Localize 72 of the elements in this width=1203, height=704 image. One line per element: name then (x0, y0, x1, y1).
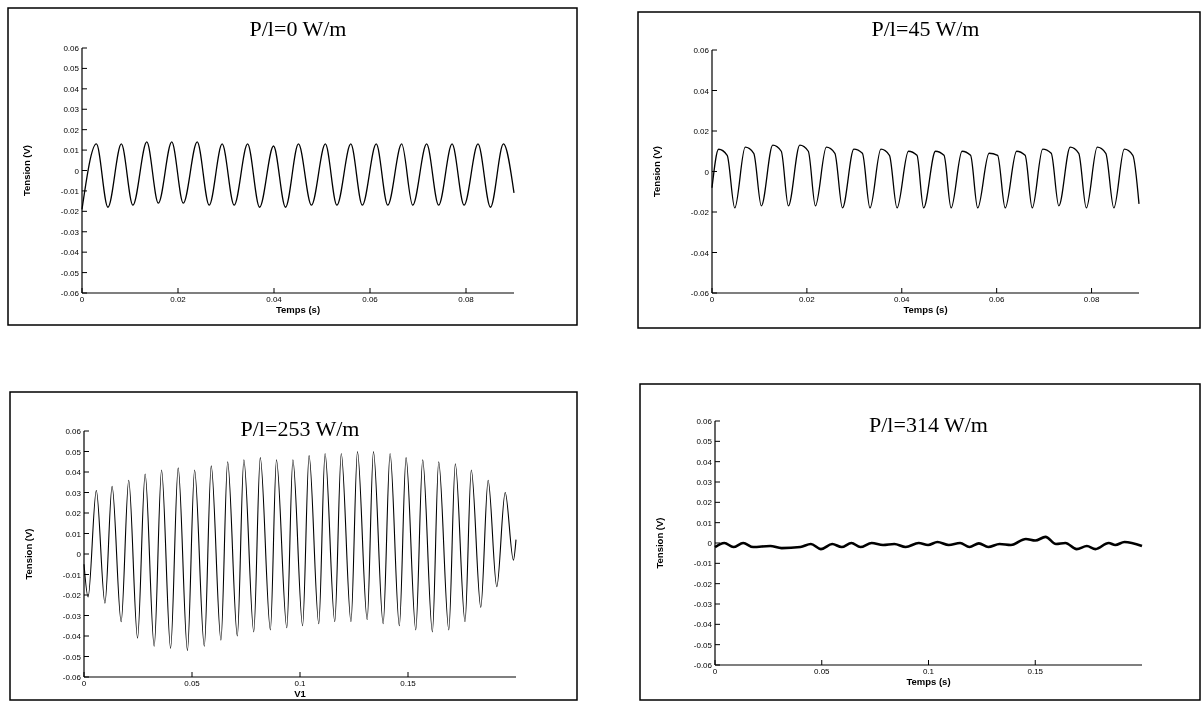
y-tick-label: -0.03 (60, 227, 80, 237)
x-tick-label: 0.15 (400, 679, 417, 688)
y-tick-label: 0.03 (63, 105, 80, 115)
y-tick-label: 0 (74, 166, 80, 176)
y-tick-label: -0.01 (693, 559, 713, 569)
x-tick-label: 0.08 (1083, 295, 1100, 304)
y-tick-label: -0.04 (62, 632, 82, 641)
chart-title: P/l=253 W/m (240, 416, 360, 441)
chart-title: P/l=314 W/m (869, 412, 988, 437)
y-tick-label: 0.05 (65, 447, 82, 457)
chart-title: P/l=45 W/m (871, 16, 980, 41)
x-tick-label: 0.15 (1027, 667, 1044, 676)
x-axis-title: Temps (s) (903, 304, 948, 315)
y-tick-label: -0.05 (693, 640, 713, 650)
y-tick-label: -0.04 (60, 248, 80, 258)
y-tick-label: -0.02 (693, 579, 713, 589)
y-axis-title: Tension (V) (23, 528, 34, 580)
y-tick-label: 0.05 (696, 437, 713, 447)
y-tick-label: 0.04 (65, 468, 82, 477)
y-tick-label: 0.06 (65, 427, 82, 436)
x-axis-title: Temps (s) (275, 304, 321, 315)
y-tick-label: -0.01 (62, 570, 82, 580)
x-tick-label: 0.06 (988, 295, 1005, 304)
x-tick-label: 0.08 (458, 295, 475, 304)
y-tick-label: -0.05 (62, 652, 82, 662)
x-tick-label: 0.1 (294, 679, 307, 688)
y-tick-label: 0.05 (63, 64, 80, 74)
y-tick-label: 0.04 (63, 84, 80, 94)
x-tick-label: 0.04 (266, 295, 283, 304)
x-tick-label: 0.02 (799, 295, 816, 304)
y-tick-label: 0.02 (65, 509, 82, 518)
y-tick-label: 0.01 (65, 529, 82, 539)
x-tick-label: 0.06 (362, 295, 379, 304)
y-tick-label: -0.04 (693, 620, 713, 630)
y-tick-label: 0 (704, 167, 710, 177)
y-tick-label: -0.05 (60, 268, 80, 278)
y-tick-label: 0.01 (63, 146, 80, 156)
y-tick-label: -0.02 (690, 208, 710, 217)
x-tick-label: 0.1 (922, 667, 935, 676)
y-tick-label: -0.03 (62, 611, 82, 621)
x-tick-label: 0.02 (170, 295, 187, 304)
x-axis-title: V1 (294, 688, 307, 699)
y-tick-label: 0 (76, 550, 82, 559)
y-tick-label: -0.02 (60, 207, 80, 217)
y-tick-label: 0.06 (693, 46, 710, 55)
y-tick-label: -0.06 (62, 673, 82, 682)
y-tick-label: -0.03 (693, 600, 713, 609)
y-tick-label: 0.03 (696, 478, 713, 487)
y-axis-title: Tension (V) (21, 144, 32, 197)
x-tick-label: 0.05 (813, 667, 831, 676)
y-axis-title: Tension (V) (654, 517, 665, 569)
y-tick-label: -0.06 (690, 289, 710, 298)
y-tick-label: -0.06 (693, 661, 713, 670)
x-tick-label: 0.04 (893, 295, 911, 304)
y-tick-label: 0.04 (696, 457, 713, 467)
y-tick-label: -0.06 (60, 289, 80, 298)
y-tick-label: 0.06 (696, 417, 713, 426)
y-tick-label: 0.03 (65, 488, 82, 498)
x-tick-label: 0.05 (184, 679, 201, 688)
y-tick-label: 0.06 (63, 44, 80, 53)
y-tick-label: -0.02 (62, 591, 82, 600)
x-axis-title: Temps (s) (906, 676, 951, 687)
y-tick-label: 0.02 (693, 127, 710, 136)
y-axis-title: Tension (V) (651, 145, 662, 198)
y-tick-label: 0.02 (63, 125, 80, 135)
chart-title: P/l=0 W/m (249, 16, 347, 41)
y-tick-label: 0 (707, 539, 713, 548)
y-tick-label: -0.04 (690, 248, 710, 258)
y-tick-label: 0.01 (696, 518, 713, 528)
y-tick-label: 0.04 (693, 86, 710, 96)
y-tick-label: -0.01 (60, 186, 80, 196)
y-tick-label: 0.02 (696, 498, 713, 508)
